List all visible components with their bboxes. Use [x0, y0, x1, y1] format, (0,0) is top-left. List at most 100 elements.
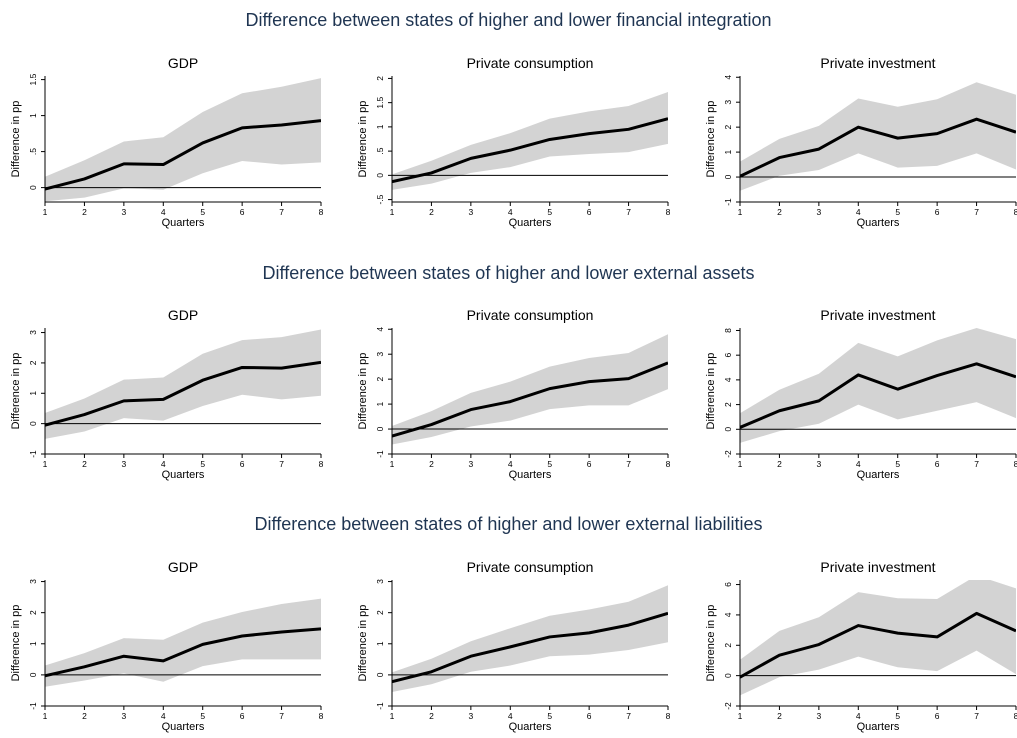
x-tick-label: 8 — [1014, 207, 1017, 217]
x-tick-label: 6 — [587, 711, 592, 721]
x-tick-label: 2 — [82, 207, 87, 217]
y-tick-label: 3 — [375, 352, 385, 357]
confidence-band — [45, 78, 321, 202]
y-axis-label: Difference in pp — [10, 353, 22, 430]
x-tick-label: 5 — [895, 207, 900, 217]
x-tick-label: 6 — [240, 207, 245, 217]
panel-title: Private investment — [820, 559, 935, 575]
series-line — [740, 611, 1016, 679]
x-tick-label: 6 — [935, 711, 940, 721]
chart-panel: 1 2 3 4 5 6 7 8 -1 0 1 2 3 4 Private consumption Quarte… — [357, 307, 671, 481]
series-line — [45, 119, 321, 191]
y-tick-label: 6 — [723, 582, 733, 587]
x-tick-label: 5 — [200, 459, 205, 469]
y-tick-label: 8 — [723, 328, 733, 333]
x-tick-label: 1 — [390, 711, 395, 721]
x-tick-label: 8 — [666, 711, 671, 721]
x-tick-label: 3 — [121, 459, 126, 469]
y-tick-label: -1 — [28, 450, 38, 458]
series-line — [392, 361, 668, 438]
y-tick-label: .5 — [28, 148, 38, 155]
x-tick-label: 6 — [587, 459, 592, 469]
x-axis-label: Quarters — [857, 217, 900, 229]
x-tick-label: 5 — [200, 207, 205, 217]
x-tick-label: 1 — [390, 459, 395, 469]
x-tick-label: 3 — [816, 207, 821, 217]
y-tick-label: 0 — [723, 427, 733, 432]
x-tick-label: 1 — [43, 459, 48, 469]
x-tick-label: 5 — [895, 711, 900, 721]
y-tick-label: -.5 — [375, 194, 385, 204]
y-axis-label: Difference in pp — [10, 605, 22, 682]
x-tick-label: 4 — [508, 459, 513, 469]
y-tick-label: 1.5 — [28, 73, 38, 85]
y-axis-label: Difference in pp — [357, 353, 369, 430]
panel-title: Private investment — [820, 307, 935, 323]
x-tick-label: 3 — [816, 459, 821, 469]
x-tick-label: 7 — [626, 207, 631, 217]
y-tick-label: 2 — [723, 402, 733, 407]
x-tick-label: 3 — [468, 459, 473, 469]
y-tick-label: -2 — [723, 450, 733, 458]
x-tick-label: 4 — [161, 711, 166, 721]
y-tick-label: 0 — [375, 672, 385, 677]
x-tick-label: 2 — [777, 711, 782, 721]
x-tick-label: 2 — [82, 711, 87, 721]
y-tick-label: -1 — [723, 198, 733, 206]
y-tick-label: 2 — [28, 360, 38, 365]
x-tick-label: 4 — [508, 711, 513, 721]
x-tick-label: 2 — [777, 207, 782, 217]
x-tick-label: 8 — [319, 711, 324, 721]
panel-title: Private investment — [820, 55, 935, 71]
x-tick-label: 8 — [666, 459, 671, 469]
x-tick-label: 2 — [429, 459, 434, 469]
y-tick-label: 3 — [723, 100, 733, 105]
x-tick-label: 7 — [279, 207, 284, 217]
confidence-band — [740, 82, 1016, 191]
panel-title: Private consumption — [467, 55, 594, 71]
x-axis-label: Quarters — [509, 721, 552, 733]
series-line — [45, 360, 321, 427]
x-tick-label: 7 — [974, 711, 979, 721]
x-tick-label: 7 — [626, 711, 631, 721]
y-tick-label: 2 — [375, 610, 385, 615]
x-tick-label: 1 — [43, 207, 48, 217]
x-tick-label: 4 — [856, 711, 861, 721]
x-tick-label: 1 — [43, 711, 48, 721]
x-axis-label: Quarters — [162, 721, 205, 733]
x-tick-label: 6 — [240, 459, 245, 469]
x-tick-label: 1 — [738, 711, 743, 721]
y-tick-label: 1 — [723, 149, 733, 154]
y-tick-label: .5 — [375, 147, 385, 154]
x-axis-label: Quarters — [162, 469, 205, 481]
x-tick-label: 7 — [974, 207, 979, 217]
confidence-band — [392, 334, 668, 445]
x-tick-label: 1 — [738, 459, 743, 469]
panel-title: GDP — [168, 559, 198, 575]
chart-panel: 1 2 3 4 5 6 7 8 0 .5 1 1.5 GDP Quarters Difference in … — [10, 55, 324, 229]
y-axis-label: Difference in pp — [705, 353, 717, 430]
x-tick-label: 7 — [626, 459, 631, 469]
y-tick-label: 4 — [723, 75, 733, 80]
x-tick-label: 8 — [666, 207, 671, 217]
x-tick-label: 3 — [816, 711, 821, 721]
y-axis-label: Difference in pp — [357, 605, 369, 682]
x-tick-label: 5 — [547, 207, 552, 217]
y-tick-label: -1 — [28, 702, 38, 710]
section-title-external-assets: Difference between states of higher and … — [262, 263, 755, 283]
x-tick-label: 6 — [240, 711, 245, 721]
y-axis-label: Difference in pp — [705, 605, 717, 682]
y-tick-label: 2 — [723, 125, 733, 130]
y-tick-label: 4 — [723, 377, 733, 382]
y-tick-label: -2 — [723, 702, 733, 710]
x-tick-label: 8 — [1014, 711, 1017, 721]
confidence-band — [740, 328, 1016, 443]
y-axis-label: Difference in pp — [357, 101, 369, 178]
x-axis-label: Quarters — [857, 721, 900, 733]
chart-panel: 1 2 3 4 5 6 7 8 -2 0 2 4 6 8 Private investment Quarter… — [705, 307, 1017, 481]
y-tick-label: 1 — [375, 124, 385, 129]
x-axis-label: Quarters — [509, 217, 552, 229]
y-tick-label: 4 — [375, 327, 385, 332]
x-tick-label: 2 — [777, 459, 782, 469]
x-tick-label: 2 — [82, 459, 87, 469]
